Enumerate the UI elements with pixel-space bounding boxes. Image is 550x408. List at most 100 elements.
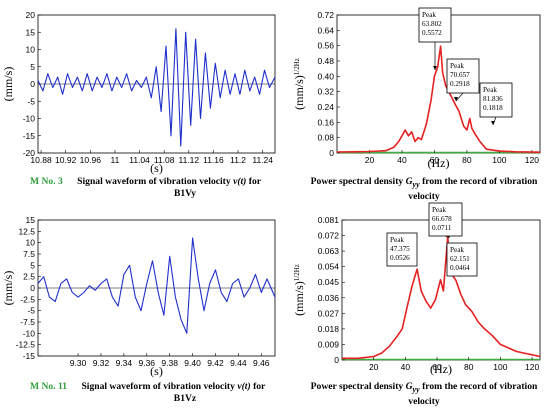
y-tick-label: 0.16 — [317, 117, 334, 127]
annotation-text: 81.836 — [483, 95, 503, 103]
y-tick-label: 0.009 — [318, 339, 340, 349]
y-tick-label: 0.063 — [318, 246, 340, 256]
x-tick-label: 20 — [369, 362, 379, 372]
x-axis-label: (Hz) — [428, 156, 450, 170]
x-tick-label: 120 — [525, 155, 539, 165]
x-tick-label: 9.40 — [184, 358, 201, 368]
y-tick-label: 5 — [30, 62, 35, 72]
series-line — [336, 45, 541, 153]
y-tick-label: -10 — [23, 328, 36, 338]
y-tick-label: 0.072 — [318, 231, 340, 241]
caption-1-tail: for — [248, 176, 262, 187]
y-tick-label: 0.56 — [317, 41, 334, 51]
x-tick-label: 120 — [525, 362, 539, 372]
y-tick-label: 0.24 — [317, 102, 334, 112]
annotation-arrowhead — [454, 97, 458, 101]
y-tick-label: 0 — [30, 283, 35, 293]
y-tick-label: 15 — [26, 215, 36, 225]
y-tick-label: 0 — [329, 148, 334, 158]
caption-1-text: Signal waveform of vibration velocity — [77, 176, 231, 187]
annotation-text: Peak — [450, 62, 464, 70]
annotation-box — [418, 7, 452, 43]
annotation-text: Peak — [390, 236, 404, 244]
y-tick-label: 0.018 — [318, 324, 340, 334]
x-tick-label: 100 — [492, 155, 506, 165]
annotation-text: 66.678 — [432, 215, 452, 223]
series-line — [37, 237, 276, 334]
y-axis-label: (mm/s) — [1, 67, 15, 102]
y-tick-label: -20 — [23, 148, 36, 158]
caption-2-line2: velocity — [408, 190, 440, 202]
x-tick-label: 100 — [493, 362, 507, 372]
caption-1: M No. 3 Signal waveform of vibration vel… — [30, 176, 280, 200]
y-tick-label: 0.08 — [317, 133, 334, 143]
x-tick-label: 9.36 — [138, 358, 155, 368]
annotation-text: 0.0711 — [432, 224, 452, 232]
caption-1-line2: B1Vy — [173, 188, 197, 199]
caption-3: M No. 11 Signal waveform of vibration ve… — [30, 381, 280, 405]
y-tick-label: 0.72 — [317, 10, 334, 20]
x-tick-label: 11.16 — [203, 155, 224, 165]
y-tick-label: 0.40 — [317, 71, 334, 81]
y-tick-label: -15 — [23, 131, 36, 141]
x-tick-label: 10.96 — [80, 155, 102, 165]
annotation-arrowhead — [433, 66, 437, 70]
annotation-text: 62.151 — [450, 255, 470, 263]
x-axis-label: (s) — [150, 161, 163, 175]
x-tick-label: 9.38 — [161, 358, 178, 368]
series-line — [37, 28, 276, 147]
annotation-arrowhead — [491, 121, 495, 125]
annotation-box — [446, 242, 478, 277]
y-tick-label: 0.054 — [318, 262, 340, 272]
caption-1-mark: M No. 3 — [30, 176, 63, 187]
x-tick-label: 60 — [432, 362, 442, 372]
annotation-text: 47.375 — [390, 245, 410, 253]
caption-2-tail: from the record of vibration — [422, 176, 538, 187]
annotation-box — [479, 82, 513, 118]
annotation-text: Peak — [450, 246, 464, 254]
plot-frame — [341, 219, 541, 361]
y-tick-label: 12.5 — [18, 226, 35, 236]
y-tick-label: 0.027 — [318, 308, 340, 318]
y-tick-label: -15 — [23, 351, 36, 361]
annotation-text: Peak — [432, 206, 446, 214]
annotation-text: Peak — [483, 86, 497, 94]
x-tick-label: 11.12 — [178, 155, 199, 165]
x-tick-label: 9.34 — [116, 358, 133, 368]
y-tick-label: 0.32 — [317, 87, 334, 97]
caption-2-var: G — [405, 176, 413, 187]
x-tick-label: 9.42 — [207, 358, 224, 368]
caption-3-mark: M No. 11 — [30, 381, 68, 392]
annotation-text: 0.0526 — [390, 254, 410, 262]
x-tick-label: 80 — [462, 155, 472, 165]
y-tick-label: -5 — [27, 306, 35, 316]
y-tick-label: -5 — [27, 96, 35, 106]
x-tick-label: 11.08 — [154, 155, 175, 165]
annotation-text: Peak — [422, 11, 436, 19]
y-tick-label: -10 — [23, 114, 36, 124]
y-tick-label: 0.081 — [318, 215, 340, 225]
caption-4-var: G — [405, 381, 413, 392]
x-tick-label: 11.24 — [252, 155, 273, 165]
annotation-text: 0.0464 — [450, 264, 470, 272]
chart-p2: 0 0.08 0.16 0.24 0.32 0.40 0.48 0.56 0.64 0.72 20 4… — [292, 7, 541, 170]
y-tick-label: -7.5 — [20, 317, 35, 327]
y-tick-label: 2.5 — [23, 272, 35, 282]
y-tick-label: 0 — [334, 355, 339, 365]
x-axis-label: (s) — [150, 364, 163, 378]
caption-3-line2: B1Vz — [173, 393, 197, 404]
x-tick-label: 20 — [365, 155, 375, 165]
y-tick-label: 0.64 — [317, 25, 334, 35]
caption-3-text: Signal waveform of vibration velocity — [81, 381, 235, 392]
x-tick-label: 11.04 — [129, 155, 150, 165]
y-axis-label-superscript: 1/2Hz — [293, 58, 301, 75]
x-tick-label: 9.32 — [93, 358, 110, 368]
y-tick-label: 0.036 — [318, 293, 340, 303]
caption-4: Power spectral density Gyy from the reco… — [300, 381, 548, 408]
y-axis-label: (mm/s) — [1, 271, 15, 306]
